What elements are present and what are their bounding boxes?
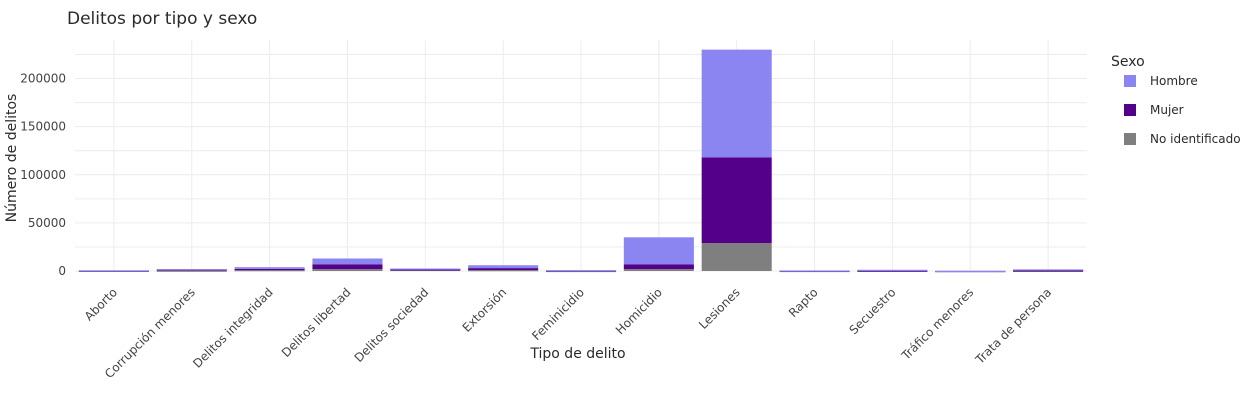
x-tick-label: Delitos libertad: [279, 285, 354, 360]
bar-segment[interactable]: [701, 243, 772, 271]
x-tick-label: Homicidio: [613, 285, 665, 337]
bar-segment[interactable]: [312, 269, 383, 271]
x-tick-label: Feminicidio: [529, 285, 587, 343]
legend: Sexo Hombre Mujer No identificado: [1111, 54, 1241, 146]
bar-segment[interactable]: [312, 264, 383, 270]
bar-segment[interactable]: [234, 270, 305, 272]
x-tick-label: Lesiones: [696, 285, 743, 332]
y-tick-label: 100000: [20, 168, 66, 182]
bar-segment[interactable]: [1013, 270, 1084, 272]
y-axis-title: Número de delitos: [4, 94, 20, 223]
bar-segment[interactable]: [156, 268, 227, 271]
bar-segment[interactable]: [468, 268, 539, 271]
x-tick-label: Tráfico menores: [898, 285, 976, 363]
legend-swatch[interactable]: [1124, 104, 1136, 116]
x-tick-label: Delitos integridad: [190, 285, 275, 370]
x-tick-label: Delitos sociedad: [352, 285, 432, 365]
x-tick-label: Aborto: [82, 285, 120, 323]
x-tick-label: Corrupción menores: [102, 285, 198, 381]
y-tick-label: 50000: [28, 216, 66, 230]
bar-segment[interactable]: [468, 265, 539, 269]
bar-segment[interactable]: [779, 270, 850, 272]
x-axis-title: Tipo de delito: [529, 346, 625, 362]
bar-segment[interactable]: [623, 269, 694, 271]
bars: [78, 49, 1084, 273]
legend-label[interactable]: No identificado: [1150, 132, 1241, 146]
bar-segment[interactable]: [234, 268, 305, 271]
y-tick-label: 0: [58, 264, 66, 278]
bar-segment[interactable]: [857, 269, 928, 271]
bar-segment[interactable]: [390, 268, 461, 270]
bar-segment[interactable]: [390, 269, 461, 271]
bar-segment[interactable]: [1013, 269, 1084, 271]
bar-segment[interactable]: [78, 270, 149, 272]
vertical-gridlines: [113, 40, 1049, 271]
legend-title: Sexo: [1111, 54, 1145, 70]
x-tick-label: Extorsión: [460, 285, 510, 335]
bar-segment[interactable]: [156, 270, 227, 272]
y-tick-label: 200000: [20, 72, 66, 86]
legend-label[interactable]: Mujer: [1150, 103, 1184, 117]
x-tick-label: Secuestro: [846, 285, 898, 337]
bar-segment[interactable]: [701, 157, 772, 244]
y-axis-ticks: 0 50000 100000 150000 200000: [20, 72, 66, 279]
bar-segment[interactable]: [623, 237, 694, 265]
legend-swatch[interactable]: [1124, 75, 1136, 87]
bar-segment[interactable]: [468, 270, 539, 272]
bar-segment[interactable]: [857, 270, 928, 272]
bar-segment[interactable]: [545, 270, 617, 272]
legend-label[interactable]: Hombre: [1150, 74, 1198, 88]
bar-segment[interactable]: [234, 267, 305, 269]
x-tick-label: Rapto: [786, 285, 821, 320]
bar-segment[interactable]: [623, 264, 694, 270]
bar-segment[interactable]: [701, 49, 772, 158]
y-tick-label: 150000: [20, 120, 66, 134]
legend-swatch[interactable]: [1124, 133, 1136, 145]
bar-segment[interactable]: [935, 270, 1006, 273]
x-tick-label: Trata de persona: [972, 285, 1054, 367]
chart-title: Delitos por tipo y sexo: [67, 9, 257, 29]
bar-segment[interactable]: [312, 258, 383, 265]
